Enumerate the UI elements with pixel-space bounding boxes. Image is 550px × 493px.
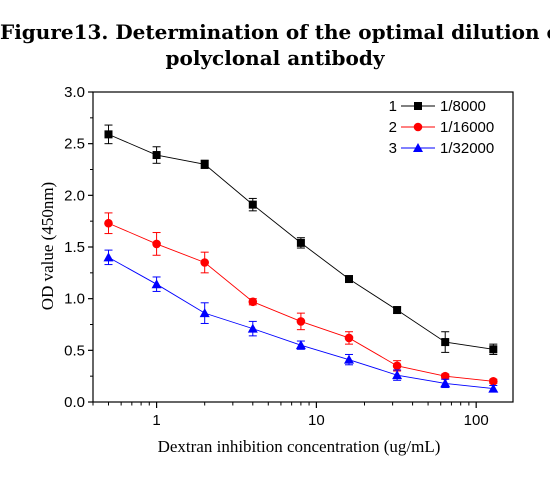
data-point xyxy=(200,160,209,169)
data-point xyxy=(248,297,258,307)
data-point xyxy=(151,279,162,289)
x-tick-label: 1 xyxy=(152,412,160,429)
data-point xyxy=(441,338,450,347)
series-1/8000 xyxy=(104,124,498,355)
data-point xyxy=(440,371,450,381)
series-1/16000 xyxy=(104,212,498,386)
data-point xyxy=(152,151,161,160)
data-point xyxy=(489,377,498,386)
data-point xyxy=(440,378,451,388)
y-tick-label: 2.5 xyxy=(64,136,85,153)
chart-title-line-2: polyclonal antibody xyxy=(165,46,385,70)
data-point xyxy=(344,275,353,284)
data-point xyxy=(489,345,498,354)
legend-label: 1/16000 xyxy=(440,119,494,136)
x-tick-label: 100 xyxy=(464,412,489,429)
y-tick-label: 0.0 xyxy=(64,394,85,411)
y-tick-label: 1.0 xyxy=(64,291,85,308)
data-point xyxy=(152,239,161,249)
y-tick-label: 1.5 xyxy=(64,239,85,256)
legend-marker xyxy=(413,122,423,132)
y-axis-label: OD value (450nm) xyxy=(38,182,57,310)
data-point xyxy=(247,323,258,333)
legend-marker xyxy=(414,102,422,110)
data-point xyxy=(343,354,354,364)
data-point xyxy=(296,238,305,247)
data-point xyxy=(248,200,257,209)
data-point xyxy=(393,306,402,315)
y-tick-label: 3.0 xyxy=(64,84,85,101)
data-point xyxy=(392,361,402,371)
x-tick-label: 10 xyxy=(308,412,325,429)
data-point xyxy=(296,317,306,326)
chart-title-line-1: Figure13. Determination of the optimal d… xyxy=(0,20,550,44)
data-point xyxy=(104,130,113,139)
legend-marker xyxy=(413,143,423,152)
data-point xyxy=(199,308,210,318)
data-point xyxy=(200,258,209,267)
data-point xyxy=(103,252,114,262)
data-point xyxy=(104,218,113,228)
legend-label: 1/8000 xyxy=(440,98,486,115)
data-point xyxy=(488,383,499,393)
data-point xyxy=(295,340,306,350)
series-1/32000 xyxy=(103,249,499,393)
y-tick-label: 2.0 xyxy=(64,187,85,204)
y-tick-label: 0.5 xyxy=(64,342,85,359)
legend-number: 2 xyxy=(389,119,397,136)
data-point xyxy=(344,333,354,343)
legend-number: 3 xyxy=(389,140,397,157)
x-axis-label: Dextran inhibition concentration (ug/mL) xyxy=(158,437,441,456)
legend-number: 1 xyxy=(389,98,397,115)
legend-label: 1/32000 xyxy=(440,140,494,157)
data-point xyxy=(392,370,403,380)
